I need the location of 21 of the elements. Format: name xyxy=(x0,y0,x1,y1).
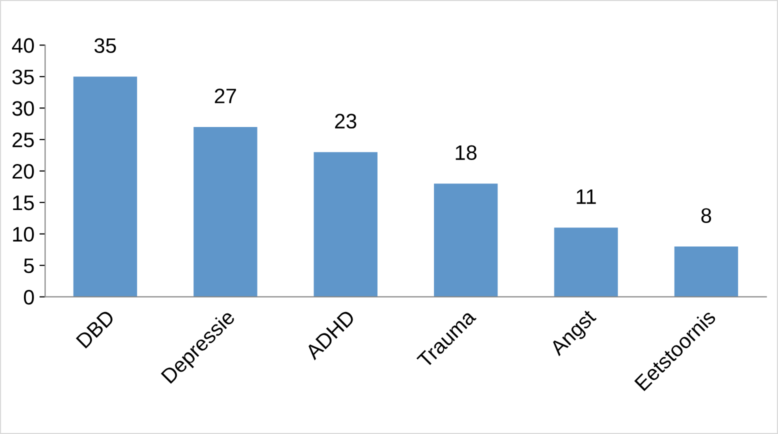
y-tick-label: 25 xyxy=(12,132,34,148)
bar xyxy=(73,76,138,297)
y-tick-label: 40 xyxy=(12,38,34,53)
bar xyxy=(194,126,258,297)
data-label: 18 xyxy=(456,145,477,160)
bar xyxy=(674,246,738,297)
y-tick-label: 5 xyxy=(24,258,34,274)
y-tick-label: 15 xyxy=(13,196,34,210)
y-tick-label: 10 xyxy=(13,226,34,242)
bar xyxy=(434,184,498,297)
data-label: 8 xyxy=(701,208,712,223)
data-label: 27 xyxy=(214,88,236,104)
y-tick-label: 35 xyxy=(12,70,34,84)
data-label: 35 xyxy=(94,38,116,54)
data-label: 23 xyxy=(335,114,356,129)
y-tick-label: 0 xyxy=(24,290,34,305)
y-tick-label: 30 xyxy=(12,101,34,116)
data-label: 11 xyxy=(576,190,596,204)
y-tick-label: 20 xyxy=(12,164,34,179)
bar xyxy=(554,228,618,297)
bar xyxy=(314,152,378,297)
